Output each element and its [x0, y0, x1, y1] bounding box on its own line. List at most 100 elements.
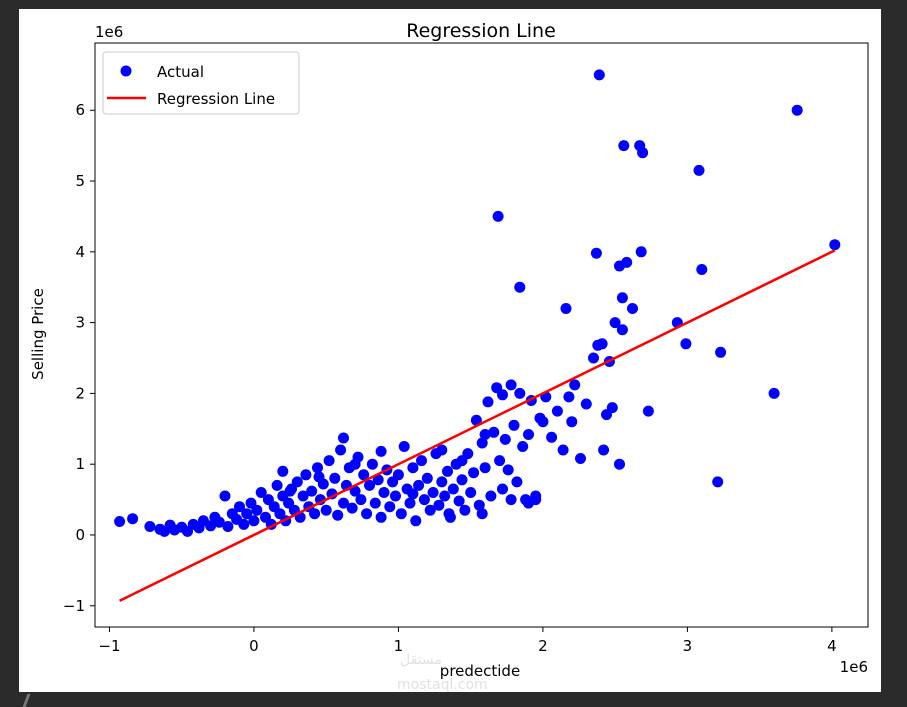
legend-actual-label: Actual	[157, 63, 204, 81]
data-point-19	[234, 501, 245, 513]
data-point-119	[523, 429, 534, 440]
regression-line	[119, 249, 836, 602]
watermark-text: mostaql.com	[397, 677, 488, 692]
data-point-148	[712, 476, 724, 488]
chart-title: Regression Line	[406, 20, 556, 42]
data-point-38	[291, 476, 303, 488]
legend-box	[102, 51, 300, 115]
data-point-130	[580, 398, 592, 410]
data-point-166	[375, 445, 387, 457]
data-point-62	[358, 469, 370, 481]
regression-chart: −1 0 1 2 3 4 −1 0 1 2 3 4 5 6 Regression Line predec…	[29, 20, 869, 692]
data-point-103	[476, 437, 488, 449]
data-point-12	[205, 520, 217, 532]
data-point-111	[499, 433, 511, 445]
data-point-53	[335, 444, 347, 456]
data-point-133	[598, 444, 610, 456]
y-axis-label: Selling Price	[29, 288, 47, 380]
data-point-170	[407, 488, 419, 500]
data-point-86	[427, 487, 439, 498]
data-point-23	[248, 515, 260, 527]
data-point-49	[323, 455, 335, 467]
data-point-124	[546, 431, 558, 443]
data-point-58	[346, 502, 358, 514]
data-point-141	[627, 303, 638, 314]
data-point-84	[421, 472, 433, 484]
data-point-105	[482, 396, 494, 408]
data-point-0	[114, 516, 126, 527]
data-point-74	[392, 469, 404, 481]
y-tick-label-3: 2	[75, 384, 85, 402]
data-point-128	[569, 379, 581, 391]
data-point-163	[479, 429, 491, 440]
x-tick-label-2: 1	[394, 637, 404, 655]
data-point-52	[332, 509, 344, 521]
data-point-80	[410, 515, 422, 527]
data-point-83	[418, 494, 430, 506]
data-point-15	[219, 490, 231, 502]
y-tick-label-0: −1	[63, 597, 85, 615]
data-point-159	[614, 260, 625, 272]
data-point-75	[395, 508, 407, 520]
data-point-107	[488, 426, 500, 438]
legend: Actual Regression Line	[102, 51, 300, 115]
data-point-51	[329, 472, 341, 484]
data-point-179	[596, 338, 608, 350]
data-point-160	[514, 281, 526, 293]
y-tick-label-4: 3	[75, 314, 85, 332]
x-tick-label-3: 2	[538, 637, 548, 655]
data-point-68	[375, 511, 387, 523]
data-point-172	[476, 508, 488, 520]
data-point-145	[680, 338, 692, 350]
data-point-90	[439, 490, 451, 502]
data-point-126	[557, 444, 569, 456]
data-point-97	[459, 504, 471, 516]
data-point-177	[566, 416, 578, 428]
data-point-59	[349, 485, 361, 497]
data-point-85	[424, 504, 436, 516]
data-point-171	[443, 508, 455, 520]
data-point-154	[618, 140, 630, 152]
data-point-165	[436, 444, 448, 456]
data-point-100	[468, 467, 480, 479]
x-tick-label-5: 4	[827, 637, 837, 655]
data-point-173	[505, 494, 517, 506]
legend-actual-marker	[120, 65, 132, 77]
data-point-157	[492, 210, 504, 222]
data-point-116	[514, 387, 526, 399]
y-tick-label-5: 4	[75, 243, 85, 261]
data-point-82	[416, 455, 427, 467]
data-point-54	[338, 497, 349, 509]
data-point-48	[320, 504, 332, 516]
regression-line-layer	[119, 249, 836, 602]
data-point-79	[407, 462, 419, 474]
data-point-151	[791, 104, 803, 116]
data-point-45	[312, 462, 323, 474]
data-point-146	[693, 164, 705, 176]
data-point-143	[642, 405, 654, 417]
data-point-102	[473, 499, 485, 511]
data-point-78	[404, 497, 416, 509]
data-point-162	[497, 389, 508, 401]
data-point-91	[442, 465, 453, 477]
y-tick-label-1: 0	[75, 526, 85, 544]
data-point-73	[390, 490, 401, 502]
data-point-67	[372, 474, 384, 486]
x-tick-label-1: 0	[249, 637, 259, 655]
data-point-129	[575, 453, 586, 464]
x-tick-label-0: −1	[98, 637, 120, 655]
data-point-168	[313, 471, 325, 483]
data-point-14	[213, 516, 225, 528]
data-point-153	[593, 69, 605, 81]
data-point-66	[369, 497, 381, 509]
window-corner-mark	[22, 694, 41, 707]
data-point-101	[470, 414, 482, 426]
data-point-167	[349, 458, 361, 470]
data-point-178	[606, 402, 618, 414]
x-axis-label: predectide	[440, 662, 520, 680]
y-tick-label-6: 5	[75, 172, 85, 190]
data-point-20	[238, 518, 250, 530]
data-point-33	[277, 465, 289, 477]
chart-frame: −1 0 1 2 3 4 −1 0 1 2 3 4 5 6 Regression Line predec…	[19, 9, 881, 692]
data-point-1	[127, 513, 139, 525]
